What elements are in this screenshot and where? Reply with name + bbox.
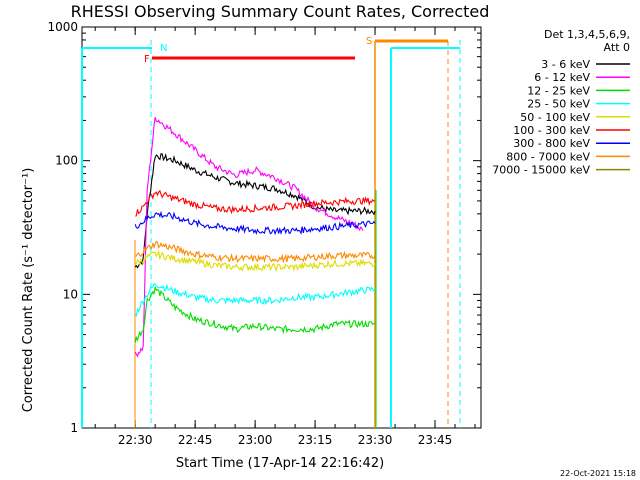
chart-title: RHESSI Observing Summary Count Rates, Co…	[71, 2, 490, 21]
legend-label-7: 800 - 7000 keV	[506, 150, 590, 163]
y-tick-label: 1000	[47, 20, 78, 34]
legend-label-3: 25 - 50 keV	[527, 98, 590, 111]
series-line-6	[134, 210, 376, 236]
legend-header-2: Att 0	[604, 41, 630, 54]
legend-header-1: Det 1,3,4,5,6,9,	[544, 28, 630, 41]
series-line-0	[134, 152, 376, 269]
series-line-7	[135, 240, 376, 264]
y-axis-label: Corrected Count Rate (s⁻¹ detector⁻¹)	[21, 168, 36, 413]
legend-label-4: 50 - 100 keV	[520, 111, 590, 124]
x-tick-label: 23:45	[418, 433, 453, 447]
x-tick-label: 22:30	[118, 433, 153, 447]
x-axis-label: Start Time (17-Apr-14 22:16:42)	[176, 456, 384, 471]
series-line-5	[135, 189, 376, 217]
annotation-f: F	[144, 54, 150, 65]
annotation-s: S	[366, 36, 372, 47]
y-tick-label: 1	[70, 421, 78, 435]
y-tick-label: 10	[63, 287, 78, 301]
legend-label-1: 6 - 12 keV	[534, 71, 590, 84]
legend-label-2: 12 - 25 keV	[527, 84, 590, 97]
legend-label-5: 100 - 300 keV	[513, 124, 590, 137]
legend-label-6: 300 - 800 keV	[513, 137, 590, 150]
annotation-n: N	[160, 43, 167, 54]
x-tick-label: 22:45	[178, 433, 213, 447]
series-line-2	[134, 286, 376, 343]
footer-date: 22-Oct-2021 15:18	[560, 469, 636, 478]
plot-frame	[81, 26, 482, 429]
x-tick-label: 23:15	[298, 433, 333, 447]
series-line-3	[134, 282, 376, 318]
series-line-1	[134, 116, 364, 358]
x-tick-label: 23:00	[238, 433, 273, 447]
legend-label-0: 3 - 6 keV	[541, 58, 590, 71]
x-tick-label: 23:30	[358, 433, 393, 447]
y-tick-label: 100	[55, 154, 78, 168]
series-line-4	[134, 249, 376, 273]
legend-label-8: 7000 - 15000 keV	[492, 164, 590, 177]
